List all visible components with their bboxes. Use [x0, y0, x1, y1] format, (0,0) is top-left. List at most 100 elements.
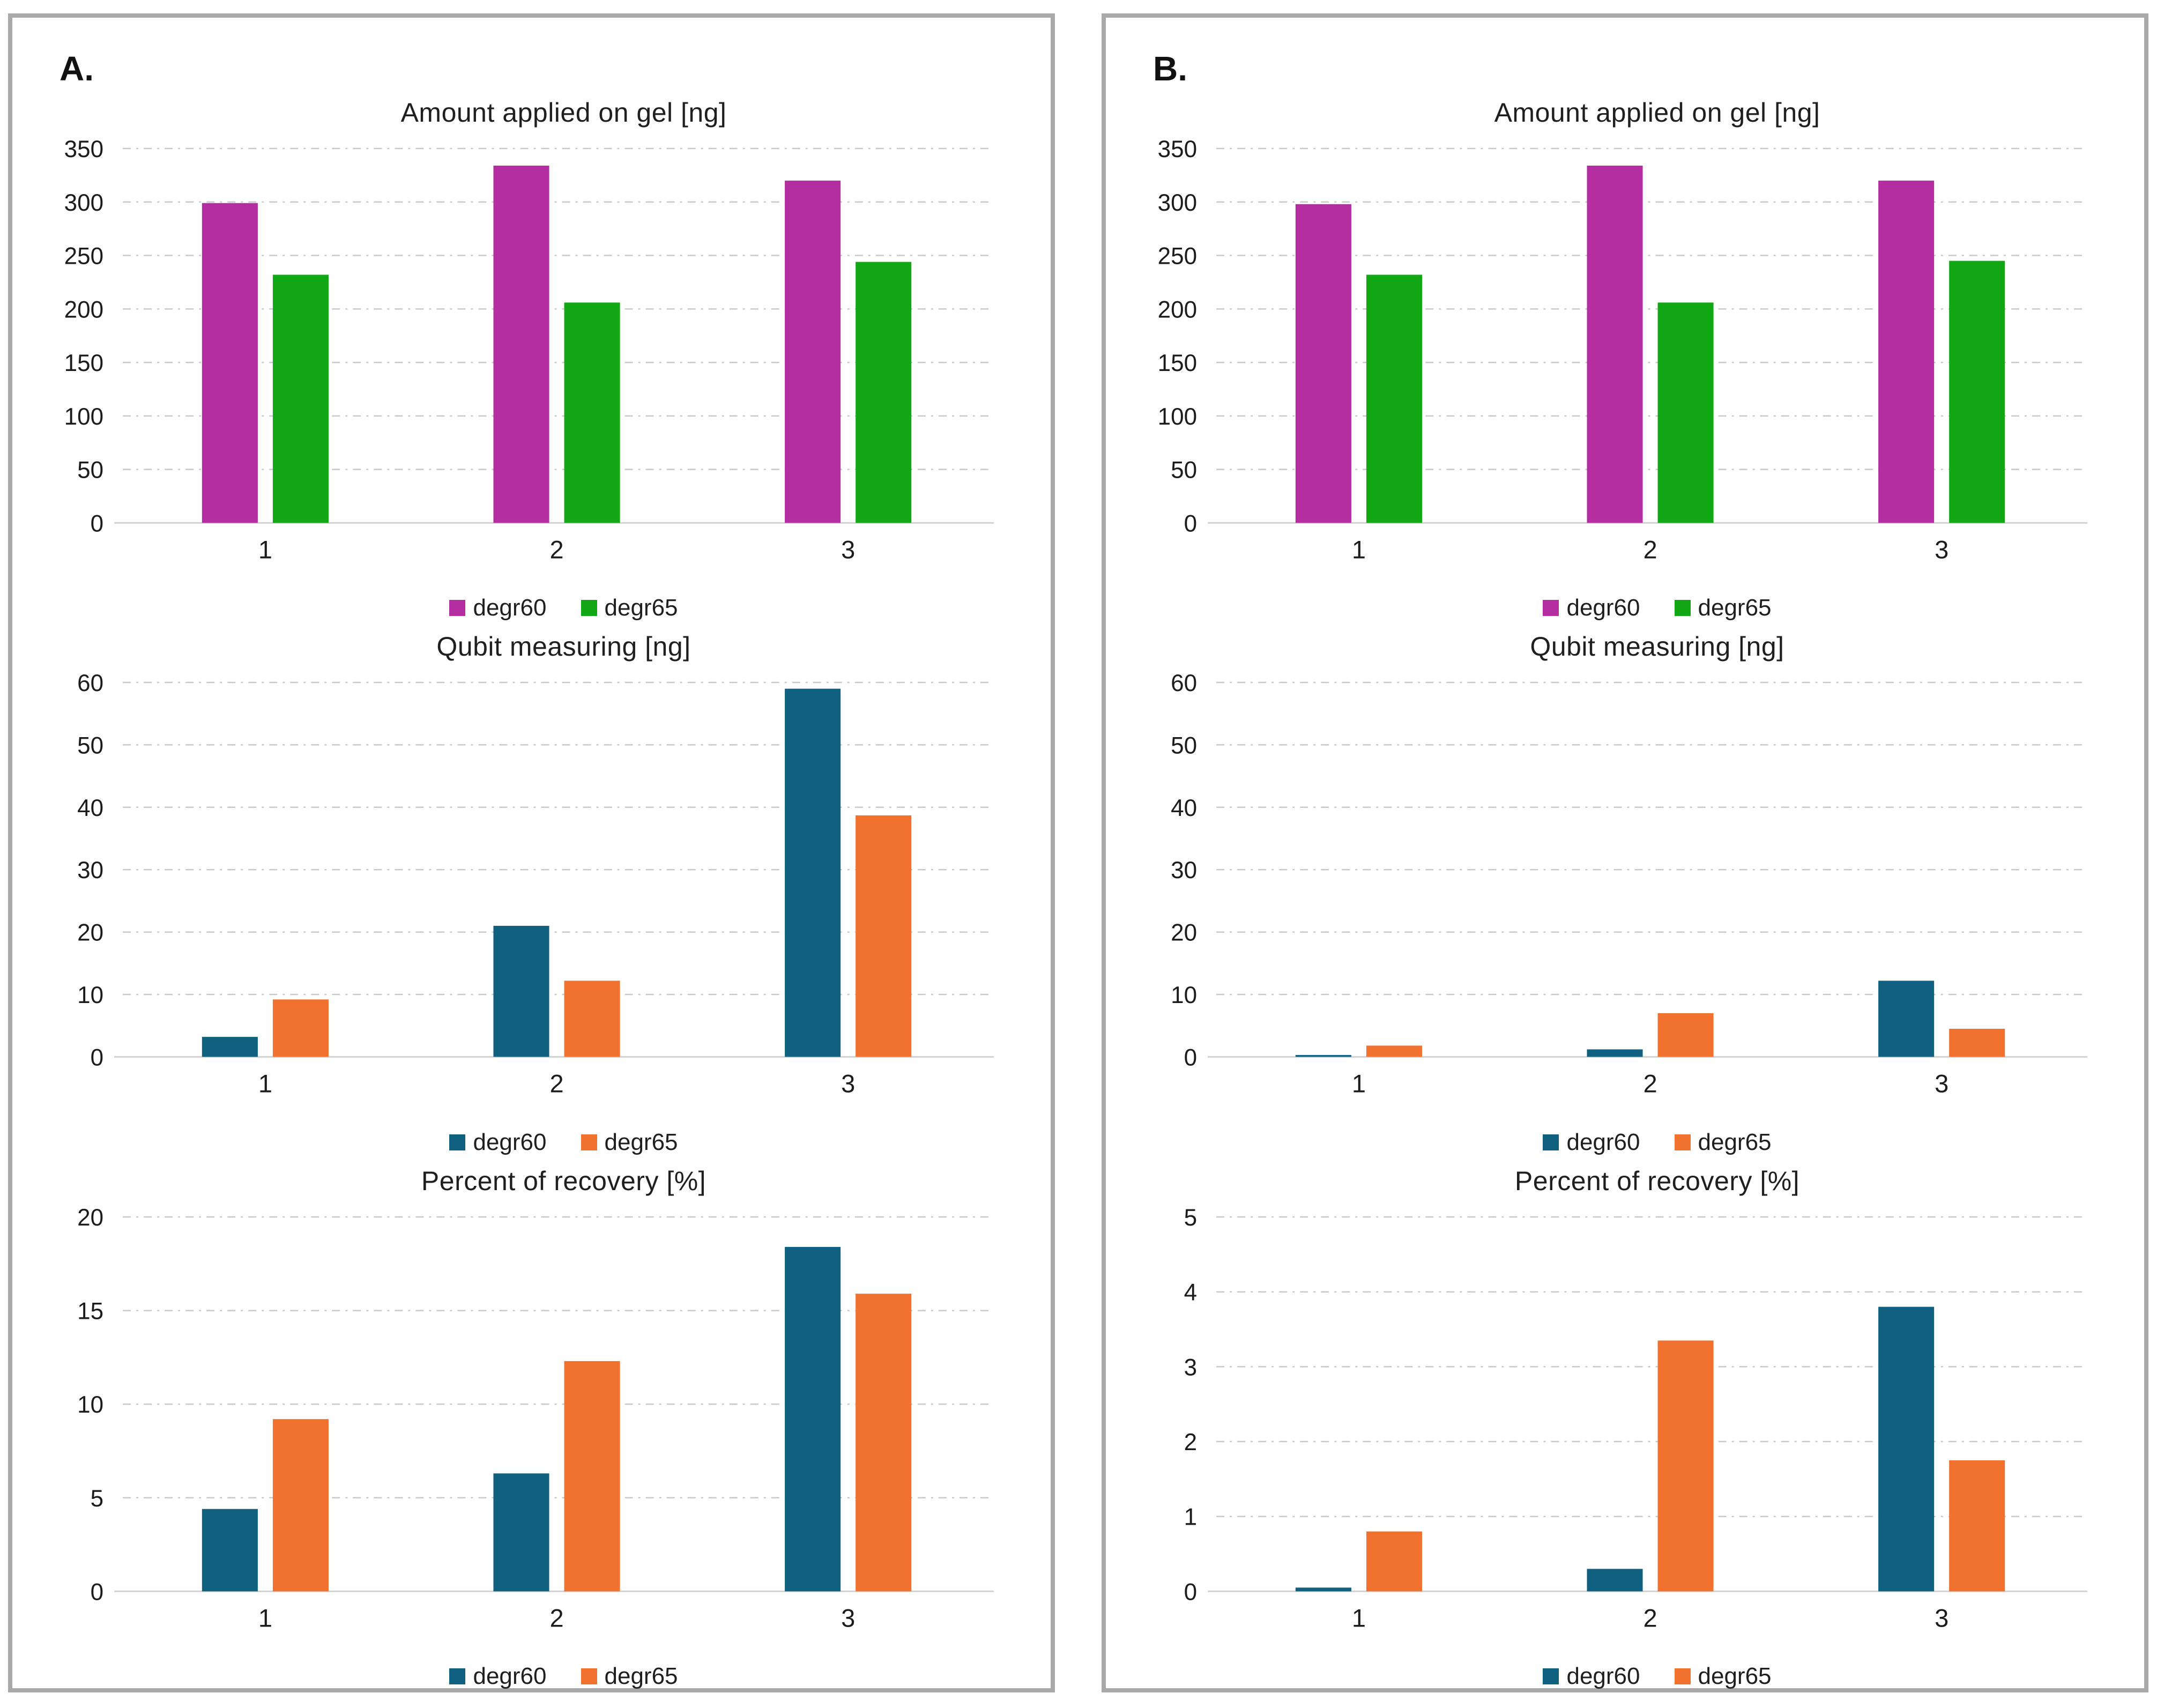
legend-swatch-degr60	[449, 1134, 466, 1150]
legend-item-degr60: degr60	[1543, 595, 1640, 621]
plot-area: 0 10 20 30 40 50 60 1 2 3	[1132, 664, 2118, 1126]
legend-label: degr65	[1698, 595, 1772, 621]
bar-degr65-group2	[1657, 1340, 1714, 1592]
legend-swatch-degr65	[581, 600, 597, 617]
x-axis-category-label: 2	[1643, 535, 1657, 563]
legend: degr60 degr65	[38, 592, 1025, 623]
y-axis-tick-label: 5	[1184, 1205, 1197, 1231]
legend-label: degr60	[473, 1128, 547, 1155]
bar-degr65-group3	[856, 262, 912, 523]
legend-item-degr65: degr65	[1674, 595, 1772, 621]
bar-degr60-group2	[1587, 1569, 1643, 1592]
legend-label: degr60	[1566, 595, 1640, 621]
y-axis-tick-label: 50	[1171, 457, 1197, 484]
legend: degr60 degr65	[1132, 592, 2118, 623]
y-axis-tick-label: 350	[64, 136, 103, 162]
x-axis-category-label: 1	[1352, 1070, 1366, 1098]
x-axis-category-label: 3	[841, 1603, 855, 1632]
x-axis-category-label: 3	[1935, 1603, 1949, 1632]
bar-degr60-group1	[202, 203, 258, 523]
y-axis-tick-label: 200	[1158, 296, 1197, 323]
bar-degr60-group1	[202, 1509, 258, 1592]
bar-chart-svg: 0 50 100 150 200 250 300 350 1 2 3	[64, 136, 994, 563]
x-axis-category-label: 1	[1352, 1603, 1366, 1632]
bar-chart-svg: 0 50 100 150 200 250 300 350 1 2 3	[1158, 136, 2087, 563]
y-axis-tick-label: 5	[91, 1486, 103, 1512]
bar-degr60-group2	[493, 926, 549, 1057]
bar-chart-svg: 0 1 2 3 4 5 1 2 3	[1184, 1205, 2087, 1632]
panel-a: A. Amount applied on gel [ng] 0 50 100 150 2…	[8, 13, 1055, 1692]
bar-degr60-group3	[1878, 981, 1935, 1057]
bar-degr60-group1	[1295, 204, 1351, 523]
legend-swatch-degr60	[449, 600, 466, 617]
x-axis-category-label: 1	[258, 1603, 272, 1632]
y-axis-tick-label: 300	[64, 190, 103, 216]
x-axis-category-label: 1	[258, 1070, 272, 1098]
legend-label: degr60	[1566, 1663, 1640, 1690]
bar-degr65-group2	[1657, 1013, 1714, 1057]
legend-label: degr65	[604, 1663, 678, 1690]
chart-percent-recovery-panel-b: Percent of recovery [%] 0 1 2 3 4 5 1 2 3 degr60…	[1132, 1165, 2118, 1692]
bar-chart-svg: 0 10 20 30 40 50 60 1 2 3	[1171, 670, 2087, 1098]
chart-title: Percent of recovery [%]	[1514, 1165, 1800, 1196]
x-axis-category-label: 2	[1643, 1603, 1657, 1632]
chart-amount-applied-panel-b: Amount applied on gel [ng] 0 50 100 150 200 2…	[1132, 97, 2118, 623]
y-axis-tick-label: 0	[91, 510, 103, 537]
bar-degr60-group1	[202, 1037, 258, 1057]
y-axis-tick-label: 4	[1184, 1280, 1197, 1306]
bar-degr65-group3	[856, 815, 912, 1057]
plot-area: 0 50 100 150 200 250 300 350 1 2 3	[1132, 130, 2118, 592]
chart-title: Amount applied on gel [ng]	[1494, 98, 1820, 128]
bar-degr65-group2	[564, 302, 620, 523]
bar-degr65-group1	[1366, 274, 1422, 523]
legend-swatch-degr65	[581, 1134, 597, 1150]
legend-item-degr65: degr65	[1674, 1663, 1772, 1690]
bar-degr65-group2	[1657, 302, 1714, 523]
y-axis-tick-label: 0	[1184, 1579, 1197, 1605]
y-axis-tick-label: 100	[1158, 404, 1197, 430]
legend-swatch-degr65	[1674, 600, 1691, 617]
legend-item-degr60: degr60	[1543, 1663, 1640, 1690]
bar-degr60-group2	[493, 1473, 549, 1592]
bar-degr65-group1	[1366, 1531, 1422, 1592]
legend-item-degr60: degr60	[449, 595, 547, 621]
legend-label: degr60	[473, 1663, 547, 1690]
legend-item-degr60: degr60	[449, 1128, 547, 1156]
bar-degr65-group1	[272, 999, 329, 1057]
legend-item-degr65: degr65	[581, 1663, 678, 1690]
chart-percent-recovery-panel-a: Percent of recovery [%] 0 5 10 15 20 1 2 3 degr…	[38, 1165, 1025, 1692]
legend: degr60 degr65	[1132, 1661, 2118, 1692]
panel-b: B. Amount applied on gel [ng] 0 50 100 150 2…	[1102, 13, 2148, 1692]
legend-swatch-degr60	[1543, 1134, 1559, 1150]
y-axis-tick-label: 20	[1171, 920, 1197, 946]
bar-degr65-group2	[564, 981, 620, 1057]
bar-degr60-group1	[1295, 1055, 1351, 1057]
bar-degr65-group1	[1366, 1045, 1422, 1057]
legend-swatch-degr65	[1674, 1668, 1691, 1685]
legend-swatch-degr60	[1543, 600, 1559, 617]
x-axis-category-label: 3	[1935, 1070, 1949, 1098]
legend-swatch-degr65	[1674, 1134, 1691, 1150]
legend-item-degr65: degr65	[581, 595, 678, 621]
y-axis-tick-label: 20	[77, 920, 103, 946]
x-axis-category-label: 2	[549, 1603, 563, 1632]
legend-label: degr65	[1698, 1128, 1772, 1155]
y-axis-tick-label: 0	[1184, 1045, 1197, 1071]
y-axis-tick-label: 1	[1184, 1504, 1197, 1531]
y-axis-tick-label: 10	[1171, 982, 1197, 1008]
legend-label: degr65	[604, 595, 678, 621]
chart-title: Amount applied on gel [ng]	[400, 98, 727, 128]
plot-area: 0 5 10 15 20 1 2 3	[38, 1199, 1025, 1661]
y-axis-tick-label: 0	[1184, 510, 1197, 537]
chart-amount-applied-panel-a: Amount applied on gel [ng] 0 50 100 150 200 2…	[38, 97, 1025, 623]
y-axis-tick-label: 200	[64, 296, 103, 323]
plot-area: 0 50 100 150 200 250 300 350 1 2 3	[38, 130, 1025, 592]
legend-label: degr65	[604, 1128, 678, 1155]
legend: degr60 degr65	[38, 1661, 1025, 1692]
chart-title: Qubit measuring [ng]	[436, 632, 691, 662]
legend-swatch-degr65	[581, 1668, 597, 1685]
y-axis-tick-label: 60	[77, 670, 103, 696]
bar-degr60-group3	[1878, 1306, 1935, 1592]
y-axis-tick-label: 40	[1171, 795, 1197, 821]
panel-a-label: A.	[60, 49, 94, 88]
